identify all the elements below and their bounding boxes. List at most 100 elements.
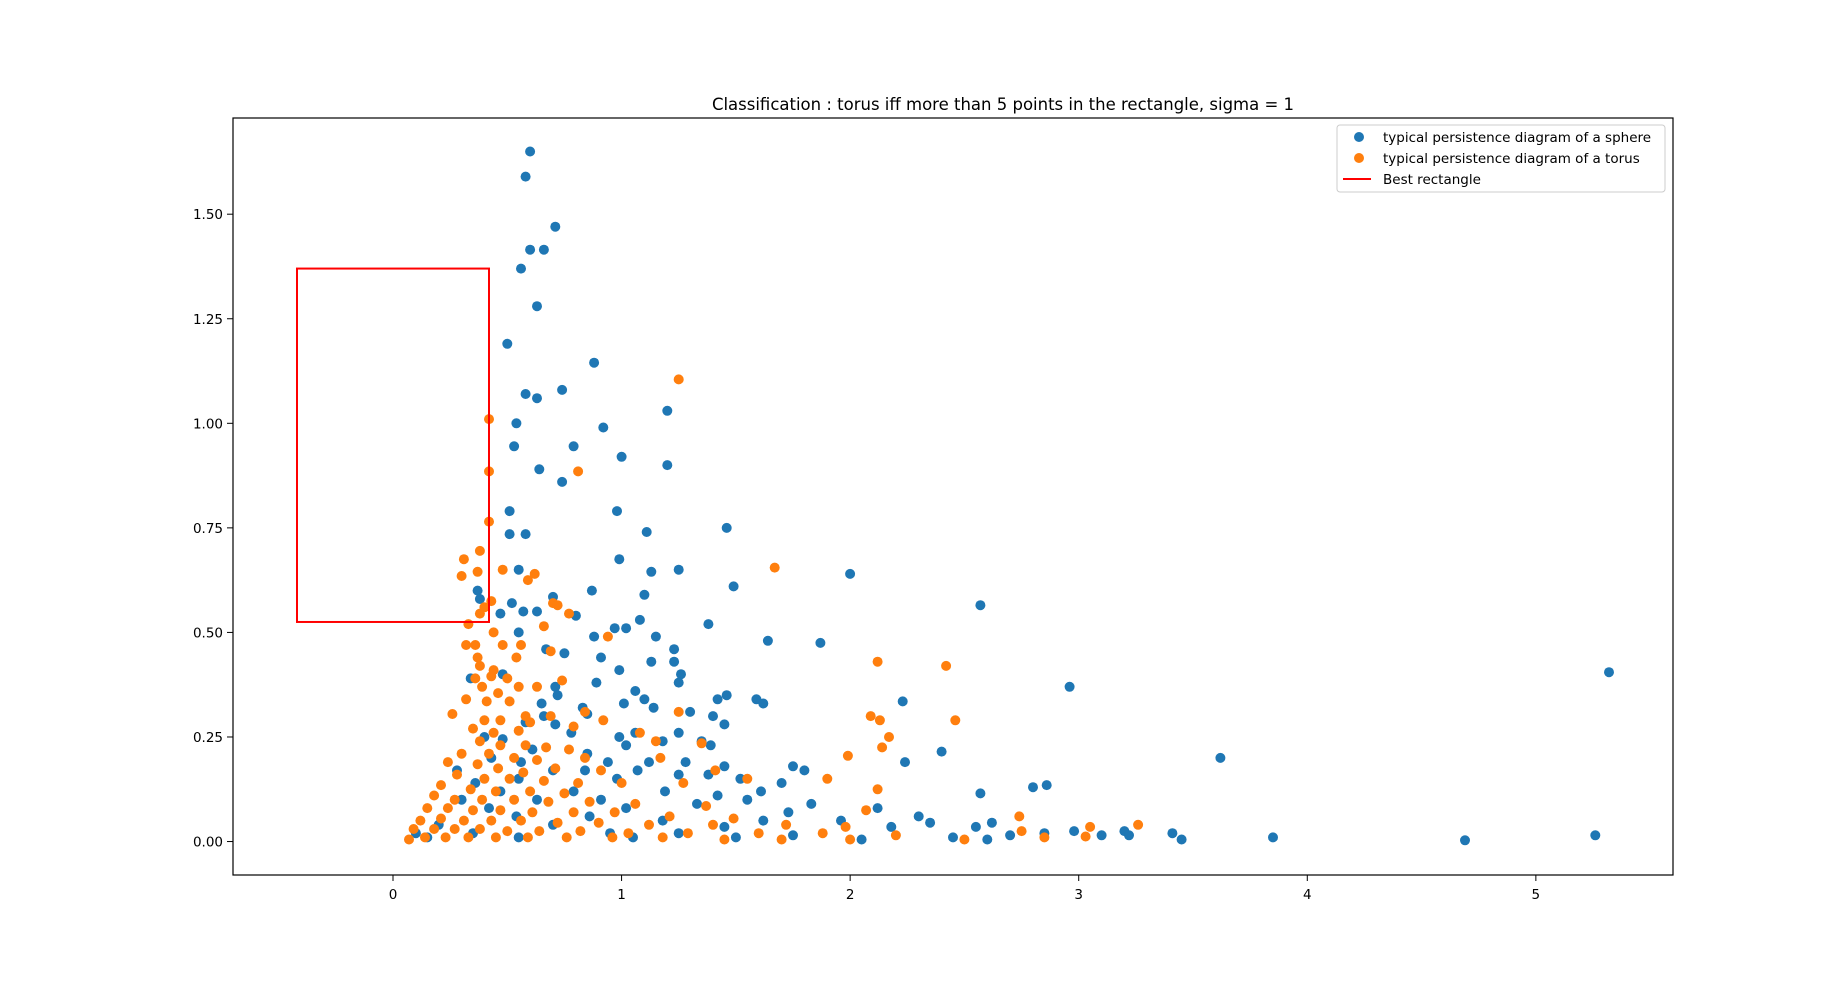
torus-point-145 [404,834,414,845]
sphere-point-80 [648,702,659,713]
torus-point-91 [573,778,584,788]
torus-point-112 [527,807,538,818]
sphere-point-114 [799,765,810,776]
torus-point-39 [477,681,488,692]
torus-point-128 [781,819,792,830]
sphere-point-22 [612,506,622,517]
torus-point-144 [1016,826,1027,837]
torus-point-87 [452,769,462,780]
torus-point-38 [557,675,568,686]
sphere-point-5 [516,263,526,274]
sphere-point-157 [1460,835,1470,846]
torus-point-96 [490,786,501,797]
sphere-point-82 [708,711,718,722]
sphere-point-130 [532,794,542,805]
sphere-point-34 [845,568,856,579]
sphere-point-81 [685,706,696,717]
legend-box [1336,124,1666,193]
torus-point-118 [1014,811,1025,822]
sphere-point-35 [474,594,485,604]
torus-point-35 [486,671,497,682]
torus-point-34 [470,673,481,684]
torus-point-89 [504,773,515,784]
sphere-point-149 [719,821,730,832]
sphere-point-68 [721,690,732,701]
sphere-point-13 [662,405,673,416]
torus-point-122 [486,815,497,826]
sphere-point-25 [504,529,515,540]
sphere-point-134 [806,798,817,809]
sphere-point-105 [680,757,691,768]
torus-point-127 [708,819,718,830]
sphere-point-133 [742,794,753,805]
sphere-point-51 [762,635,773,646]
torus-point-9 [529,568,540,579]
torus-point-81 [518,767,529,778]
sphere-point-85 [550,719,561,730]
sphere-point-98 [705,740,716,751]
sphere-point-4 [538,244,549,255]
sphere-point-3 [525,244,536,255]
sphere-point-154 [1167,828,1178,839]
torus-point-148 [463,832,474,843]
chart-axes: 0 1 2 3 4 5 0.00 0.25 0.50 0.75 1.00 1.25 1.50 [193,117,1674,903]
x-tick-label-2: 2 [846,887,855,903]
torus-point-117 [861,805,872,816]
series-sphere [410,146,1614,846]
sphere-point-104 [644,757,654,768]
torus-point-157 [959,834,970,845]
torus-point-156 [845,834,856,845]
sphere-point-108 [719,761,730,772]
torus-point-147 [440,832,451,843]
torus-point-68 [696,738,707,749]
sphere-point-31 [472,585,483,596]
torus-point-85 [742,773,753,784]
torus-point-18 [463,619,474,630]
sphere-point-74 [618,698,629,709]
sphere-point-137 [783,807,794,818]
sphere-point-100 [1215,752,1226,763]
torus-point-27 [602,631,613,642]
y-tick-label-5: 1.25 [193,312,223,328]
sphere-point-112 [632,765,643,776]
torus-point-22 [470,640,481,650]
y-tick-label-6: 1.50 [193,207,223,223]
sphere-point-120 [776,778,787,788]
torus-point-73 [532,755,542,765]
torus-point-143 [890,830,901,841]
sphere-point-7 [502,338,513,349]
torus-point-133 [429,824,440,834]
x-tick-label-0: 0 [389,887,398,903]
sphere-point-57 [646,656,657,667]
torus-point-79 [472,759,483,770]
sphere-point-92 [614,732,625,742]
sphere-point-63 [676,669,686,680]
torus-point-26 [516,640,526,650]
torus-point-113 [568,807,579,818]
sphere-point-45 [634,614,645,625]
torus-point-155 [776,834,787,845]
x-tick-label-1: 1 [617,887,626,903]
sphere-point-173 [856,834,867,845]
torus-point-66 [564,744,574,755]
sphere-point-141 [584,811,595,822]
torus-point-0 [673,374,684,385]
sphere-point-65 [552,690,563,701]
torus-point-17 [474,608,485,619]
torus-point-86 [822,773,833,784]
sphere-point-103 [602,757,613,768]
sphere-point-121 [1028,782,1038,793]
torus-point-37 [532,681,542,692]
sphere-point-41 [532,606,542,617]
chart-title: Classification : torus iff more than 5 p… [712,95,1294,114]
torus-point-94 [436,780,446,791]
sphere-point-28 [513,564,524,575]
sphere-point-71 [1604,667,1614,678]
torus-point-108 [422,803,433,814]
torus-point-136 [502,826,513,837]
torus-point-116 [728,813,739,824]
torus-point-134 [449,824,460,834]
y-tick-label-1: 0.25 [193,730,223,746]
torus-point-55 [874,715,885,726]
